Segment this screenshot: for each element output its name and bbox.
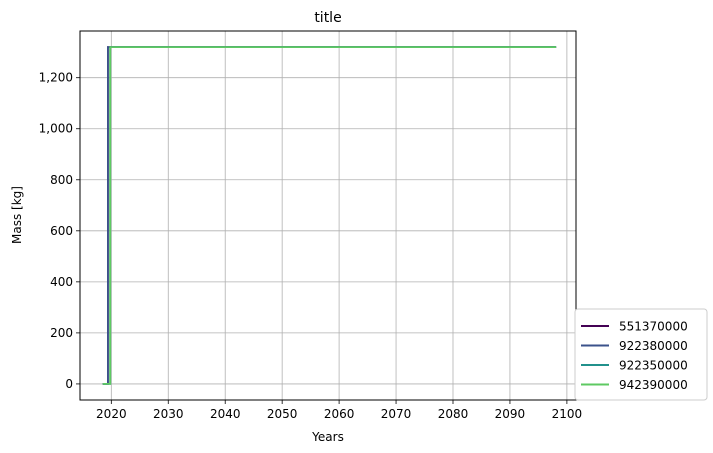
x-axis: 2020 2030 2040 2050 2060 2070 2080 2090 2100 <box>96 400 582 421</box>
x-tick-label: 2030 <box>153 407 184 421</box>
x-tick-label: 2070 <box>381 407 412 421</box>
y-tick-label: 600 <box>50 224 73 238</box>
chart-title: title <box>314 10 341 26</box>
y-tick-label: 0 <box>65 377 73 391</box>
x-tick-label: 2060 <box>324 407 355 421</box>
legend: 551370000 922380000 922350000 942390000 <box>574 308 708 401</box>
x-tick-label: 2090 <box>495 407 526 421</box>
x-tick-label: 2100 <box>552 407 583 421</box>
grid <box>80 31 576 400</box>
series-layer <box>102 46 557 385</box>
legend-box <box>574 308 708 401</box>
y-tick-label: 400 <box>50 275 73 289</box>
x-tick-label: 2050 <box>267 407 298 421</box>
plot-frame <box>79 30 577 401</box>
legend-label: 942390000 <box>619 378 688 392</box>
y-tick-label: 200 <box>50 326 73 340</box>
x-tick-label: 2020 <box>96 407 127 421</box>
x-axis-label: Years <box>311 430 344 444</box>
y-tick-label: 800 <box>50 173 73 187</box>
legend-label: 922380000 <box>619 339 688 353</box>
y-axis-label: Mass [kg] <box>10 186 24 244</box>
series-line-942390000 <box>102 46 557 385</box>
y-axis: 0 200 400 600 800 1,000 1,200 <box>39 71 80 391</box>
x-tick-label: 2080 <box>438 407 469 421</box>
y-tick-label: 1,000 <box>39 122 73 136</box>
x-tick-label: 2040 <box>210 407 241 421</box>
y-tick-label: 1,200 <box>39 71 73 85</box>
legend-label: 551370000 <box>619 320 688 334</box>
legend-label: 922350000 <box>619 359 688 373</box>
